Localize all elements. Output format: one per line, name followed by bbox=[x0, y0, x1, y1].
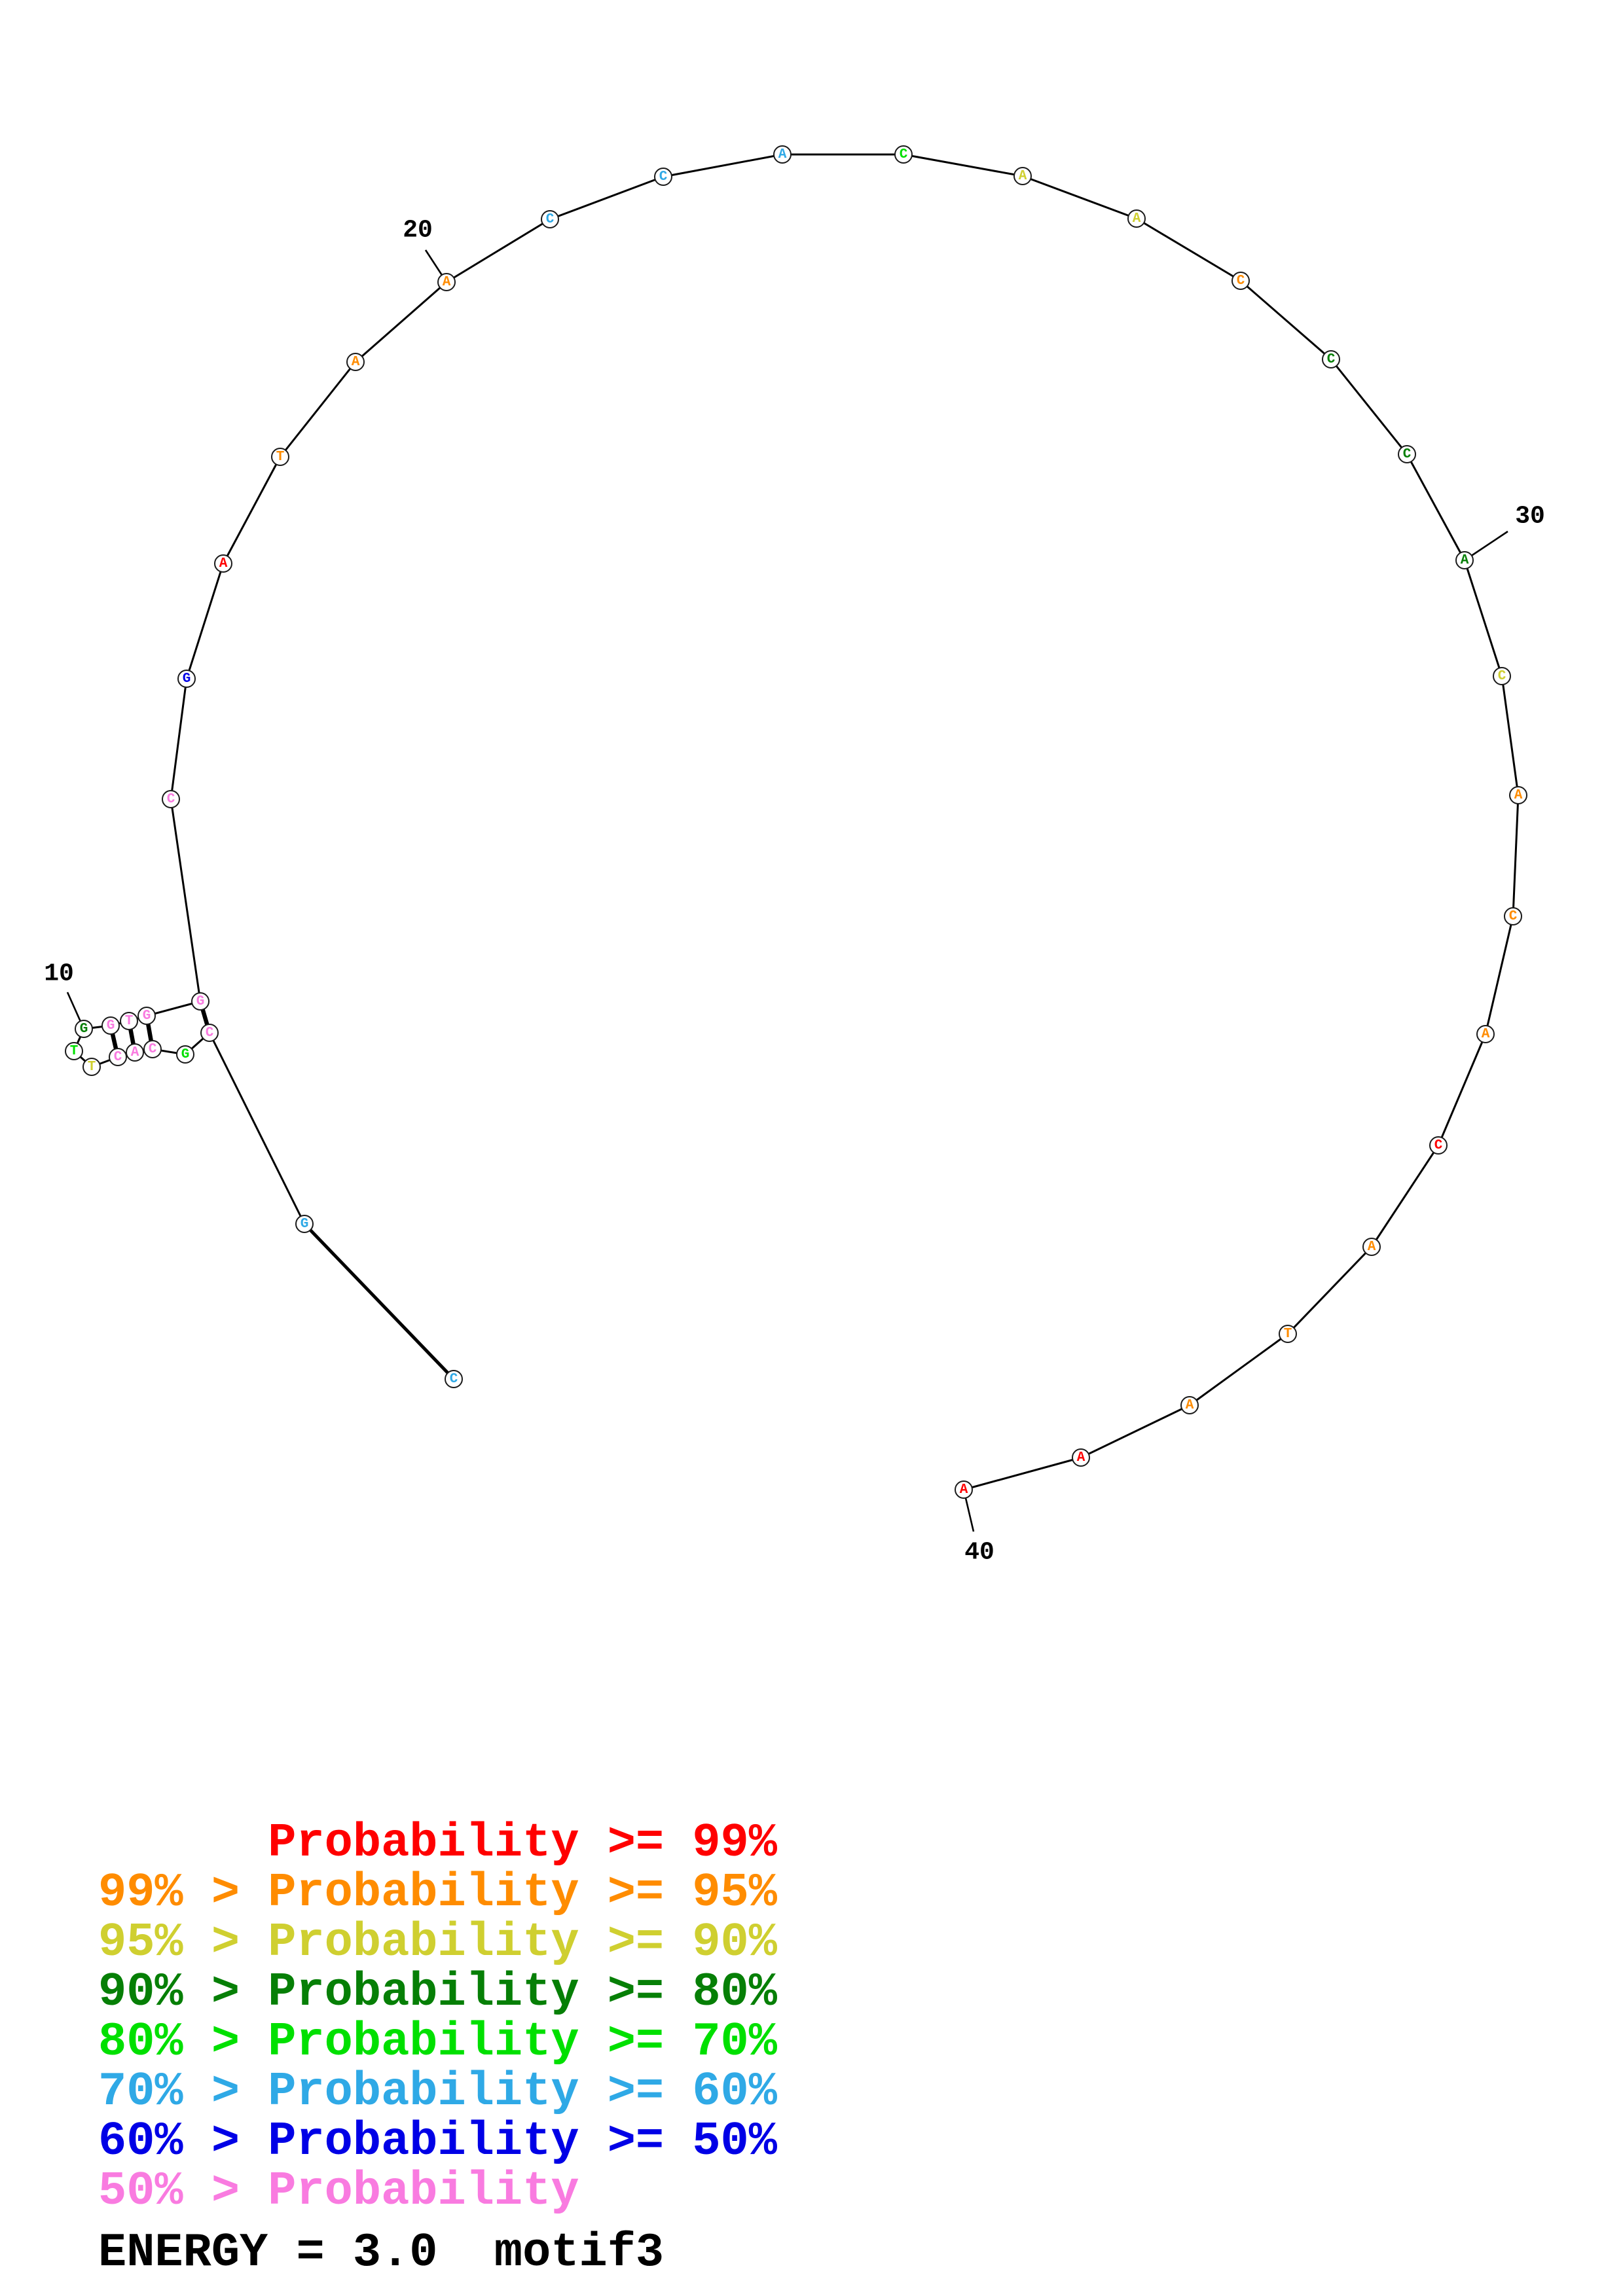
nucleotide-5-C: C bbox=[143, 1040, 162, 1058]
backbone-link-37-38 bbox=[1189, 1333, 1288, 1407]
probability-legend: Probability >= 99% 99% > Probability >= 9… bbox=[98, 1818, 777, 2216]
nucleotide-22-C: C bbox=[654, 168, 672, 186]
nucleotide-20-A: A bbox=[437, 273, 456, 291]
nucleotide-15-C: C bbox=[162, 790, 180, 808]
backbone-link-16-17 bbox=[185, 563, 225, 679]
backbone-link-35-36 bbox=[1370, 1145, 1440, 1247]
backbone-link-28-29 bbox=[1330, 359, 1408, 455]
backbone-link-34-35 bbox=[1437, 1033, 1487, 1146]
nucleotide-27-C: C bbox=[1231, 272, 1250, 290]
backbone-link-17-18 bbox=[222, 456, 282, 564]
nucleotide-13-G: G bbox=[137, 1007, 156, 1025]
legend-entry-7: 60% > Probability >= 50% bbox=[98, 2115, 777, 2168]
nucleotide-31-C: C bbox=[1493, 667, 1511, 685]
legend-entry-2: 99% > Probability >= 95% bbox=[98, 1866, 777, 1920]
tick-label-20: 20 bbox=[403, 216, 433, 245]
tick-label-40: 40 bbox=[964, 1538, 994, 1567]
nucleotide-4-G: G bbox=[176, 1045, 194, 1064]
backbone-link-26-27 bbox=[1136, 217, 1241, 282]
nucleotide-34-A: A bbox=[1476, 1025, 1495, 1043]
nucleotide-11-G: G bbox=[101, 1016, 120, 1035]
backbone-link-1-2 bbox=[303, 1223, 455, 1380]
backbone-link-25-26 bbox=[1022, 175, 1137, 220]
backbone-link-36-37 bbox=[1286, 1246, 1373, 1335]
nucleotide-16-G: G bbox=[177, 670, 196, 688]
tick-label-30: 30 bbox=[1515, 502, 1545, 531]
nucleotide-38-A: A bbox=[1180, 1396, 1199, 1414]
nucleotide-17-A: A bbox=[214, 554, 232, 573]
backbone-link-21-22 bbox=[549, 175, 664, 221]
backbone-link-39-40 bbox=[963, 1456, 1082, 1491]
nucleotide-32-A: A bbox=[1509, 786, 1527, 804]
tick-label-10: 10 bbox=[44, 960, 74, 988]
nucleotide-30-A: A bbox=[1455, 551, 1474, 569]
nucleotide-26-A: A bbox=[1127, 209, 1146, 228]
legend-entry-8: 50% > Probability bbox=[98, 2164, 579, 2218]
nucleotide-19-A: A bbox=[346, 353, 365, 371]
nucleotide-25-A: A bbox=[1013, 167, 1032, 185]
nucleotide-39-A: A bbox=[1072, 1448, 1090, 1467]
backbone-link-30-31 bbox=[1463, 560, 1503, 677]
nucleotide-3-C: C bbox=[200, 1024, 219, 1042]
backbone-link-2-3 bbox=[208, 1032, 306, 1225]
energy-label: ENERGY = 3.0 motif3 bbox=[98, 2226, 665, 2280]
nucleotide-21-C: C bbox=[541, 210, 559, 228]
backbone-link-38-39 bbox=[1080, 1404, 1190, 1459]
nucleotide-7-C: C bbox=[109, 1048, 127, 1066]
nucleotide-2-G: G bbox=[295, 1215, 314, 1233]
nucleotide-14-G: G bbox=[191, 992, 210, 1011]
legend-entry-5: 80% > Probability >= 70% bbox=[98, 2015, 777, 2069]
nucleotide-37-T: T bbox=[1279, 1325, 1297, 1343]
nucleotide-29-C: C bbox=[1398, 445, 1416, 463]
backbone-link-19-20 bbox=[355, 281, 447, 363]
nucleotide-35-C: C bbox=[1429, 1136, 1448, 1155]
nucleotide-18-T: T bbox=[271, 448, 289, 466]
legend-entry-1: Probability >= 99% bbox=[98, 1816, 777, 1870]
nucleotide-40-A: A bbox=[955, 1480, 973, 1499]
legend-entry-6: 70% > Probability >= 60% bbox=[98, 2065, 777, 2119]
nucleotide-36-A: A bbox=[1362, 1238, 1381, 1256]
nucleotide-1-C: C bbox=[445, 1370, 463, 1388]
nucleotide-23-A: A bbox=[773, 145, 792, 164]
nucleotide-28-C: C bbox=[1322, 350, 1340, 368]
nucleotide-24-C: C bbox=[894, 145, 913, 164]
backbone-link-14-15 bbox=[170, 798, 202, 1002]
backbone-link-32-33 bbox=[1512, 795, 1520, 917]
legend-entry-3: 95% > Probability >= 90% bbox=[98, 1916, 777, 1969]
nucleotide-10-G: G bbox=[75, 1020, 93, 1038]
nucleotide-12-T: T bbox=[120, 1012, 138, 1030]
backbone-link-18-19 bbox=[279, 361, 357, 457]
backbone-link-27-28 bbox=[1240, 279, 1332, 361]
backbone-link-33-34 bbox=[1484, 916, 1514, 1035]
backbone-link-31-32 bbox=[1501, 675, 1520, 796]
backbone-link-20-21 bbox=[446, 218, 551, 283]
backbone-link-15-16 bbox=[170, 678, 188, 800]
backbone-link-24-25 bbox=[903, 153, 1023, 177]
nucleotide-6-A: A bbox=[126, 1043, 144, 1062]
legend-entry-4: 90% > Probability >= 80% bbox=[98, 1965, 777, 2019]
nucleotide-8-T: T bbox=[82, 1058, 101, 1076]
backbone-link-22-23 bbox=[663, 153, 783, 178]
nucleotide-33-C: C bbox=[1504, 907, 1522, 925]
backbone-link-29-30 bbox=[1406, 454, 1466, 561]
nucleotide-9-T: T bbox=[65, 1042, 83, 1060]
